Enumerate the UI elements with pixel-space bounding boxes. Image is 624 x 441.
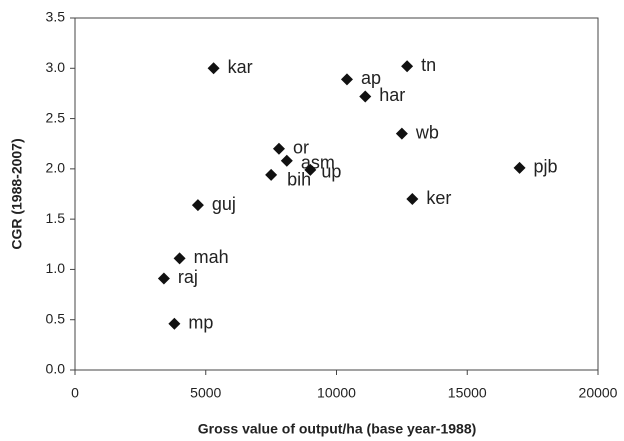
x-tick-label: 20000	[579, 385, 618, 401]
plot-frame	[74, 17, 599, 371]
point	[265, 168, 278, 181]
y-tick-label: 3.5	[46, 9, 66, 25]
y-tick-label: 1.0	[46, 260, 66, 276]
point-label: bih	[287, 170, 311, 190]
point	[304, 163, 317, 176]
point-label: mah	[194, 247, 229, 267]
point	[272, 142, 285, 155]
point	[168, 317, 181, 330]
point-label: up	[321, 162, 341, 182]
point	[401, 60, 414, 73]
x-tick-label: 0	[71, 385, 79, 401]
x-tick-label: 5000	[190, 385, 221, 401]
point-label: ap	[361, 68, 381, 88]
point	[173, 252, 186, 265]
x-tick-label: 10000	[317, 385, 356, 401]
y-tick-label: 2.0	[46, 160, 66, 176]
point-label: kar	[228, 57, 253, 77]
point-label: or	[293, 137, 309, 157]
point-label: tn	[421, 55, 436, 75]
point-label: mp	[188, 312, 213, 332]
point-label: pjb	[534, 157, 558, 177]
point-label: har	[379, 85, 405, 105]
y-tick-label: 0.0	[46, 361, 66, 377]
point	[207, 62, 220, 75]
point-label: wb	[415, 122, 439, 142]
y-axis-label: CGR (1988-2007)	[9, 138, 25, 249]
y-tick-label: 0.5	[46, 310, 66, 326]
point	[513, 161, 526, 174]
point	[359, 90, 372, 103]
x-axis-label: Gross value of output/ha (base year-1988…	[198, 421, 477, 437]
point-label: ker	[426, 188, 451, 208]
x-tick-label: 15000	[448, 385, 487, 401]
point	[395, 127, 408, 140]
y-tick-label: 3.0	[46, 59, 66, 75]
point-label: guj	[212, 194, 236, 214]
y-tick-label: 1.5	[46, 210, 66, 226]
point	[157, 272, 170, 285]
point	[340, 73, 353, 86]
y-tick-label: 2.5	[46, 109, 66, 125]
point	[191, 199, 204, 212]
point	[406, 193, 419, 206]
point	[280, 154, 293, 167]
point-label: raj	[178, 267, 198, 287]
